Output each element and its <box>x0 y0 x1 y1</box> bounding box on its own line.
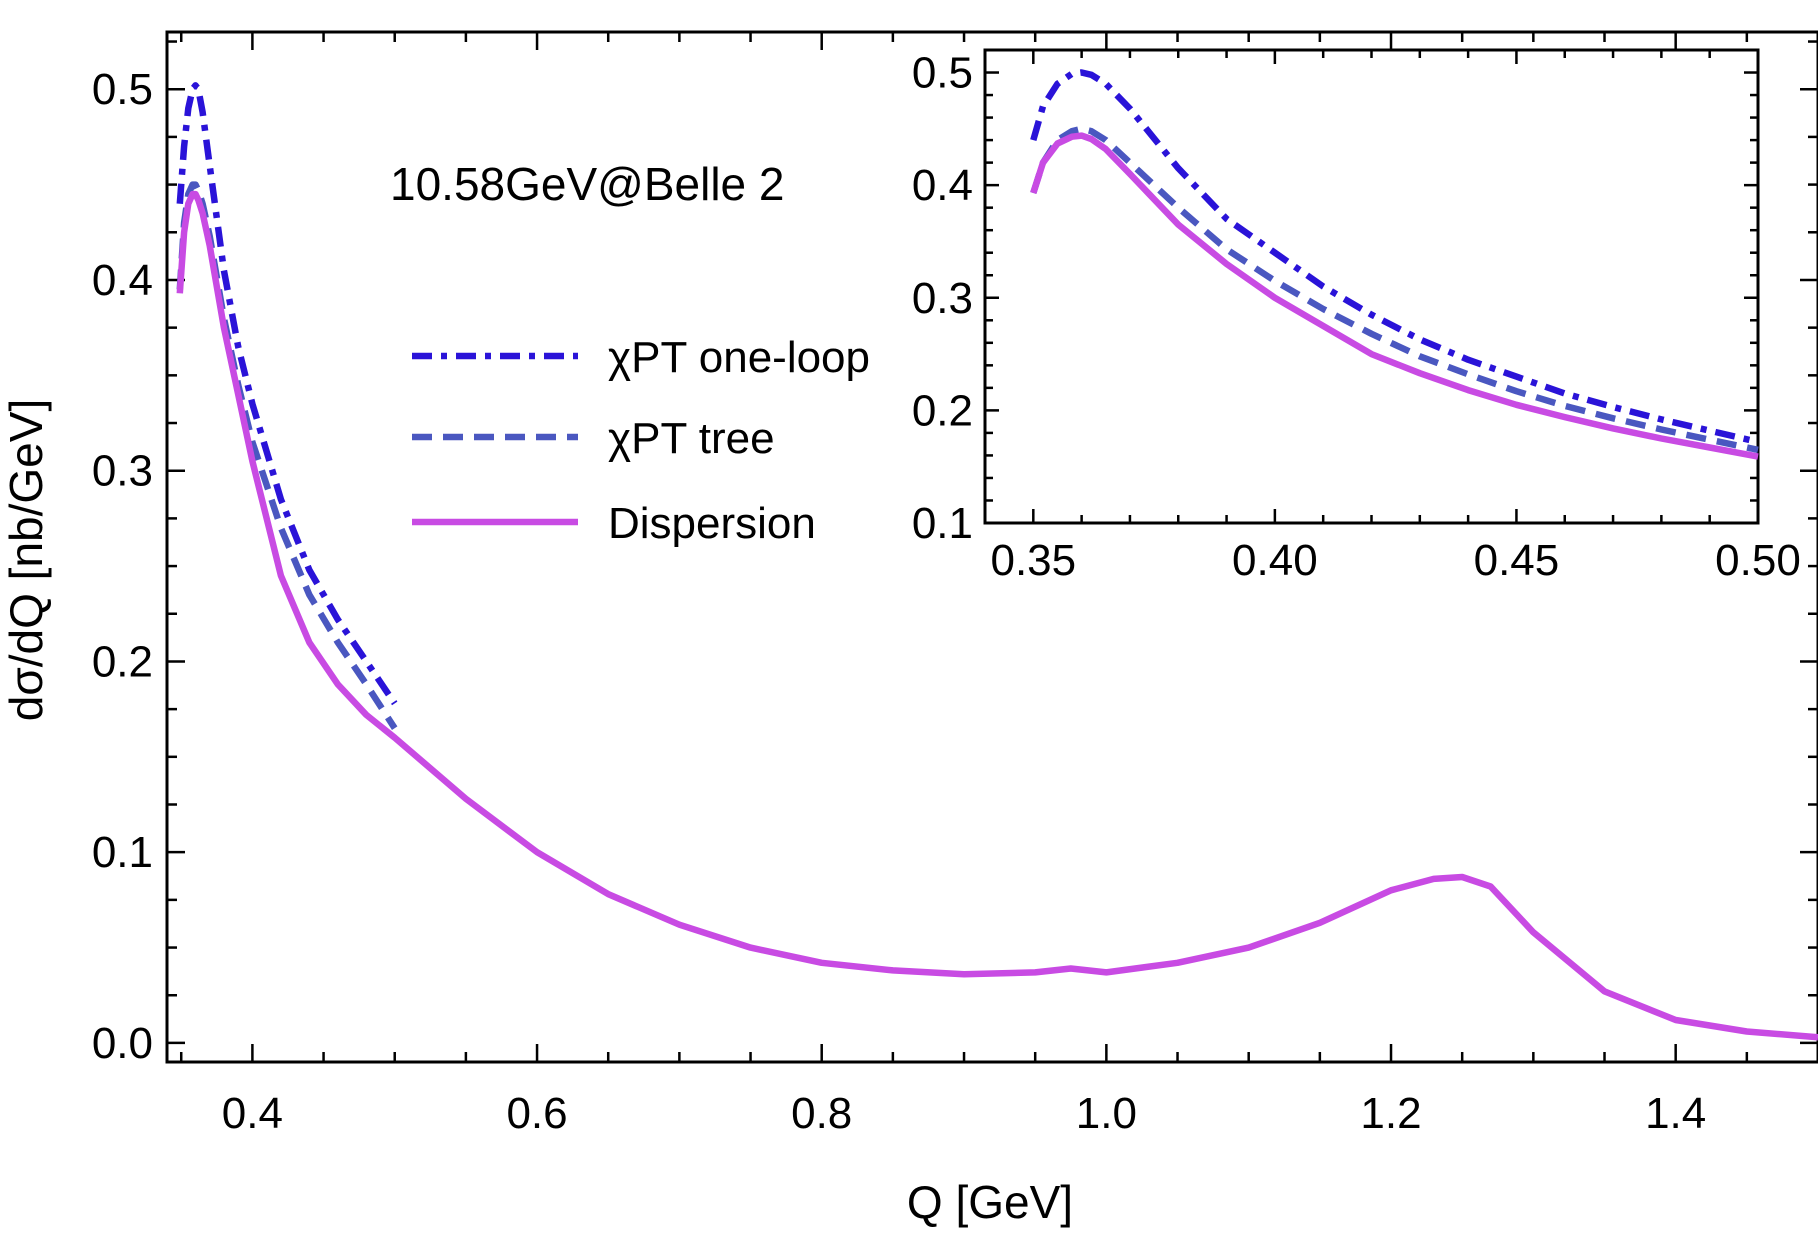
main-y-tick-label: 0.0 <box>92 1019 153 1068</box>
inset-y-tick-label: 0.3 <box>912 274 973 323</box>
main-y-tick-label: 0.1 <box>92 828 153 877</box>
main-y-tick-label: 0.2 <box>92 637 153 686</box>
main-x-tick-labels: 0.4 0.6 0.8 1.0 1.2 1.4 <box>222 1089 1706 1138</box>
main-y-tick-label: 0.5 <box>92 65 153 114</box>
inset-ticks <box>983 48 1760 525</box>
main-x-tick-label: 0.8 <box>791 1089 852 1138</box>
legend-label-tree: χPT tree <box>608 414 775 463</box>
inset-background <box>985 50 1758 523</box>
main-y-tick-label: 0.3 <box>92 447 153 496</box>
inset-y-tick-label: 0.1 <box>912 499 973 548</box>
main-series-dispersion <box>176 190 1818 1041</box>
main-ticks <box>167 32 1818 1062</box>
main-plot-frame <box>165 30 1818 1064</box>
main-curves <box>176 82 1818 1041</box>
inset-curves <box>1030 69 1759 460</box>
inset-plot: 0.35 0.40 0.45 0.50 0.1 0.2 0.3 0.4 0.5 <box>912 48 1801 585</box>
legend-label-one-loop: χPT one-loop <box>608 333 870 382</box>
inset-y-tick-label: 0.4 <box>912 161 973 210</box>
y-axis-label: dσ/dQ [nb/GeV] <box>0 399 52 721</box>
inset-y-tick-label: 0.2 <box>912 386 973 435</box>
inset-series-dispersion <box>1030 132 1759 460</box>
x-axis-label: Q [GeV] <box>907 1176 1073 1228</box>
inset-y-tick-labels: 0.1 0.2 0.3 0.4 0.5 <box>912 49 973 548</box>
inset-x-tick-label: 0.35 <box>990 536 1076 585</box>
main-x-tick-label: 0.6 <box>506 1089 567 1138</box>
main-plot: 0.4 0.6 0.8 1.0 1.2 1.4 0.0 0.1 0.2 0.3 0.4 0.5 Q … <box>0 30 1818 1228</box>
inset-x-tick-label: 0.50 <box>1715 536 1801 585</box>
inset-x-tick-label: 0.40 <box>1232 536 1318 585</box>
inset-y-tick-label: 0.5 <box>912 49 973 98</box>
main-x-tick-label: 1.0 <box>1076 1089 1137 1138</box>
inset-series-one-loop <box>1030 69 1759 446</box>
inset-series-tree <box>1030 125 1759 453</box>
main-y-tick-labels: 0.0 0.1 0.2 0.3 0.4 0.5 <box>92 65 153 1068</box>
main-x-tick-label: 1.4 <box>1645 1089 1706 1138</box>
legend: χPT one-loop χPT tree Dispersion <box>412 333 870 548</box>
main-series-one-loop <box>176 82 398 706</box>
inset-x-tick-labels: 0.35 0.40 0.45 0.50 <box>990 536 1800 585</box>
main-x-tick-label: 1.2 <box>1360 1089 1421 1138</box>
inset-x-tick-label: 0.45 <box>1474 536 1560 585</box>
dataset-annotation: 10.58GeV@Belle 2 <box>390 158 785 210</box>
main-x-tick-label: 0.4 <box>222 1089 283 1138</box>
main-y-tick-label: 0.4 <box>92 256 153 305</box>
legend-label-dispersion: Dispersion <box>608 499 816 548</box>
